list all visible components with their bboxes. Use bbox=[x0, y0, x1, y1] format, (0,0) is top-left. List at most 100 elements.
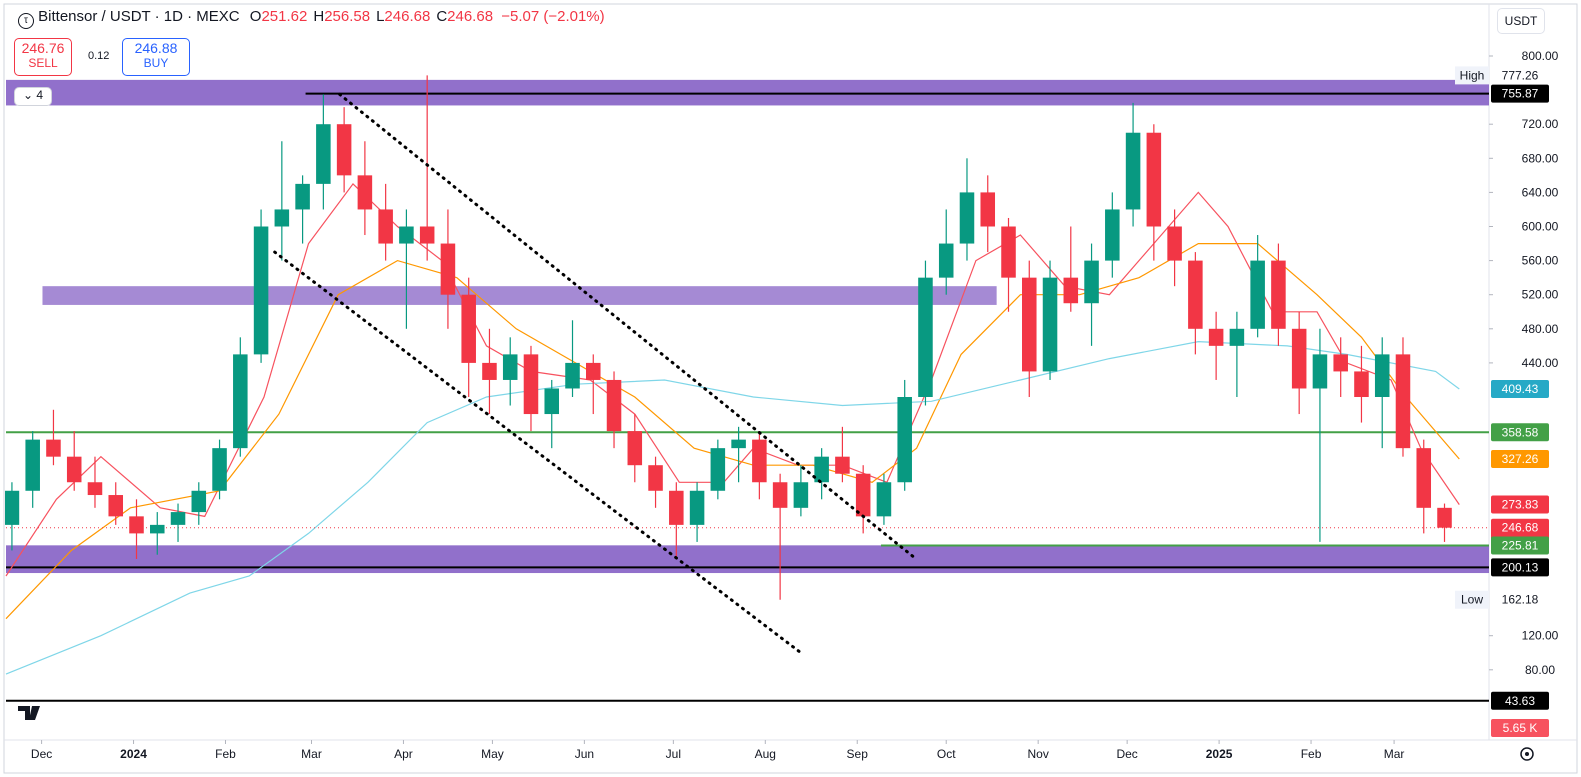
candle-body bbox=[108, 495, 124, 517]
volume-label-bg bbox=[1491, 719, 1549, 737]
price-label: 162.18 bbox=[1502, 593, 1539, 607]
indicator-toggle[interactable]: ⌄ 4 bbox=[14, 87, 52, 106]
candle-body bbox=[1125, 132, 1141, 210]
price-label: 43.63 bbox=[1505, 694, 1535, 708]
indicator-count: 4 bbox=[36, 88, 44, 102]
ohlc-value: 246.68 bbox=[384, 8, 431, 25]
candle-body bbox=[1374, 354, 1390, 398]
x-tick-label: Mar bbox=[301, 747, 322, 761]
ohlc-key: C bbox=[436, 8, 448, 25]
x-tick-label: Dec bbox=[1116, 747, 1137, 761]
candle-body bbox=[876, 482, 892, 517]
price-label-bg bbox=[1491, 558, 1549, 577]
candle-body bbox=[5, 490, 20, 525]
candle-body bbox=[1291, 328, 1307, 389]
x-tick-label: Jun bbox=[575, 747, 594, 761]
candle-body bbox=[1167, 226, 1182, 261]
price-label: 755.87 bbox=[1502, 87, 1539, 101]
candle-body bbox=[523, 354, 539, 415]
candle-body bbox=[1437, 507, 1452, 528]
x-tick-label: Dec bbox=[31, 747, 52, 761]
candle-body bbox=[1229, 328, 1245, 346]
x-tick-label: Sep bbox=[847, 747, 869, 761]
price-label-bg bbox=[1491, 423, 1549, 442]
candle-body bbox=[648, 465, 663, 491]
x-tick-label: May bbox=[481, 747, 504, 761]
candle-body bbox=[87, 482, 103, 496]
price-label: 246.68 bbox=[1502, 521, 1539, 535]
candle-body bbox=[1146, 132, 1162, 227]
y-tick-label: 80.00 bbox=[1525, 663, 1555, 677]
price-tag: High bbox=[1460, 68, 1485, 82]
candle-body bbox=[980, 192, 996, 227]
y-tick-label: 520.00 bbox=[1522, 288, 1559, 302]
y-tick-label: 600.00 bbox=[1522, 220, 1559, 234]
candle-body bbox=[855, 473, 871, 517]
x-tick-label: Apr bbox=[394, 747, 413, 761]
x-tick-label: Feb bbox=[1301, 747, 1322, 761]
ohlc-key: H bbox=[313, 8, 325, 25]
price-label: 358.58 bbox=[1502, 425, 1539, 439]
ohlc-values: O251.62 H256.58 L246.68 C246.68 bbox=[244, 8, 493, 25]
price-label-bg bbox=[1491, 536, 1549, 555]
frame bbox=[3, 3, 1578, 774]
zone bbox=[42, 286, 997, 305]
candle-body bbox=[440, 243, 456, 295]
sell-button[interactable]: 246.76 SELL bbox=[14, 38, 72, 76]
price-label-bg bbox=[1491, 590, 1549, 609]
currency-button[interactable]: USDT bbox=[1497, 8, 1545, 34]
price-tag-bg bbox=[1455, 590, 1489, 609]
buy-button[interactable]: 246.88 BUY bbox=[122, 38, 190, 76]
candle-body bbox=[482, 362, 497, 380]
buy-price: 246.88 bbox=[134, 40, 178, 56]
x-tick-label: Nov bbox=[1027, 747, 1048, 761]
candle-body bbox=[1354, 371, 1369, 398]
candle-body bbox=[212, 448, 227, 491]
spread: 0.12 bbox=[88, 50, 110, 62]
price-tag-bg bbox=[1455, 66, 1489, 85]
candle-body bbox=[1105, 209, 1120, 261]
sell-price: 246.76 bbox=[21, 40, 65, 56]
x-tick-label: Aug bbox=[755, 747, 776, 761]
candle-body bbox=[669, 490, 684, 525]
candle-body bbox=[378, 209, 393, 244]
ohlc-key: O bbox=[249, 8, 262, 25]
candle-body bbox=[316, 124, 331, 184]
candle-body bbox=[565, 362, 580, 389]
price-label-bg bbox=[1491, 691, 1549, 710]
y-tick-label: 560.00 bbox=[1522, 254, 1559, 268]
candle-body bbox=[295, 183, 310, 210]
candle-body bbox=[835, 456, 850, 474]
candle-body bbox=[25, 439, 40, 491]
candle-body bbox=[399, 226, 414, 244]
tv-logo bbox=[18, 706, 40, 720]
symbol-title: Bittensor / USDT · 1D · MEXC bbox=[38, 8, 240, 25]
candle-body bbox=[793, 482, 809, 508]
candle-body bbox=[1271, 260, 1286, 329]
candle-body bbox=[544, 388, 560, 415]
ohlc-value: 251.62 bbox=[261, 8, 308, 25]
price-label-bg bbox=[1491, 379, 1549, 398]
candle-body bbox=[1001, 226, 1016, 278]
candle-body bbox=[814, 456, 829, 483]
candle-body bbox=[461, 294, 476, 363]
candle-body bbox=[1022, 277, 1037, 372]
x-tick-label: 2024 bbox=[120, 747, 147, 761]
y-tick-label: 440.00 bbox=[1522, 356, 1559, 370]
moving-average bbox=[5, 243, 1460, 620]
buy-label: BUY bbox=[143, 56, 169, 70]
candle-body bbox=[606, 379, 622, 432]
price-label-bg bbox=[1491, 495, 1549, 514]
settings-icon[interactable] bbox=[1520, 747, 1534, 761]
y-tick-label: 720.00 bbox=[1522, 117, 1559, 131]
candle-body bbox=[772, 482, 788, 508]
candle-body bbox=[66, 456, 82, 483]
candle-body bbox=[1063, 277, 1079, 304]
trendline bbox=[273, 250, 802, 654]
x-tick-label: Feb bbox=[215, 747, 236, 761]
candle-body bbox=[959, 192, 975, 244]
ohlc-value: 256.58 bbox=[324, 8, 371, 25]
y-tick-label: 640.00 bbox=[1522, 185, 1559, 199]
